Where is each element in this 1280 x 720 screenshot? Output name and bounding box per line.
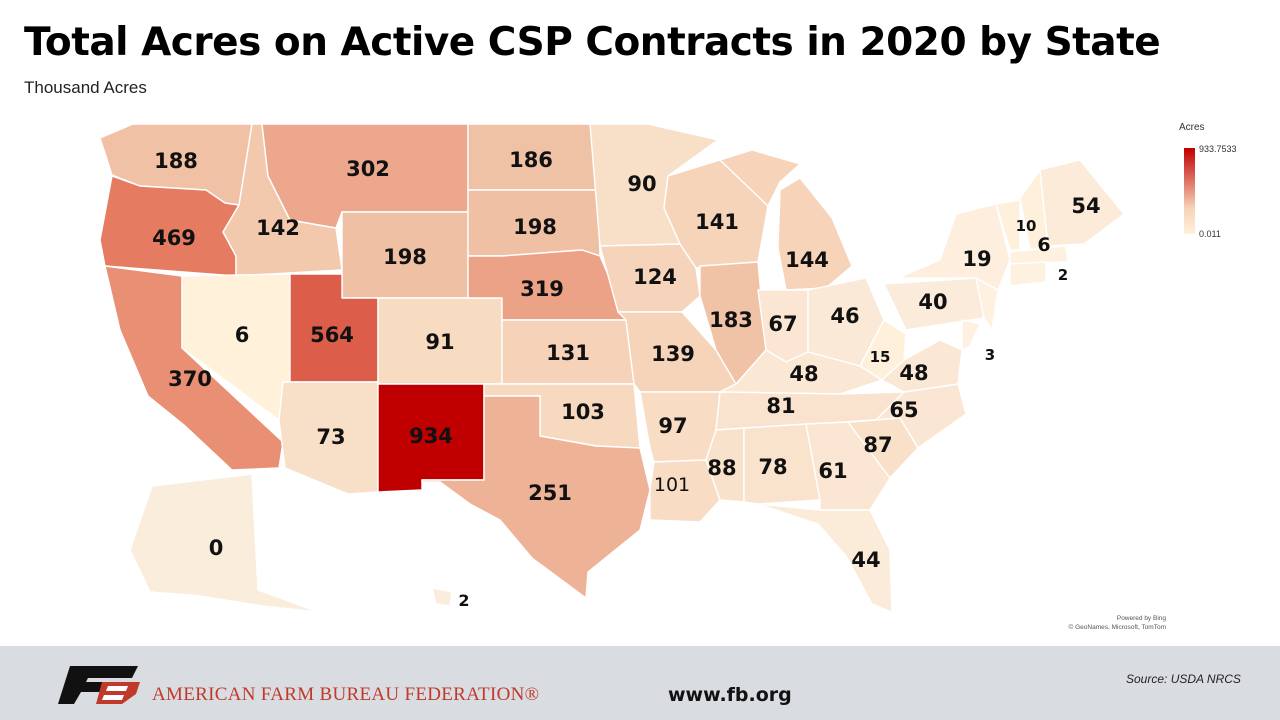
label-mi: 144 [785, 248, 829, 272]
label-ms: 88 [707, 456, 736, 480]
state-me[interactable] [1039, 159, 1125, 247]
label-ak: 0 [209, 536, 224, 560]
org-name: AMERICAN FARM BUREAU FEDERATION® [152, 684, 540, 705]
label-ca: 370 [168, 367, 212, 391]
label-hi: 2 [458, 591, 469, 610]
label-wv: 15 [870, 348, 891, 366]
label-ia: 124 [633, 265, 677, 289]
label-nv: 6 [235, 323, 250, 347]
label-ny: 19 [962, 247, 991, 271]
label-al: 78 [758, 455, 787, 479]
state-fl[interactable] [757, 503, 893, 613]
label-ut: 564 [310, 323, 354, 347]
state-tx[interactable] [421, 395, 651, 599]
label-mo: 139 [651, 342, 695, 366]
state-hi[interactable] [431, 587, 453, 607]
label-ct: 2 [1058, 266, 1068, 284]
state-vt[interactable] [995, 199, 1021, 251]
state-de[interactable] [961, 319, 981, 351]
label-az: 73 [316, 425, 345, 449]
map-credit-attribution: © GeoNames, Microsoft, TomTom [1068, 624, 1167, 631]
map-credit-powered: Powered by Bing [1116, 615, 1166, 622]
label-sd: 198 [513, 215, 557, 239]
state-ny[interactable] [897, 203, 1011, 291]
label-de: 3 [985, 346, 995, 364]
legend-min-value: 0.011 [1199, 229, 1221, 239]
state-wv[interactable] [859, 319, 907, 381]
state-ak[interactable] [129, 473, 319, 613]
label-ky: 48 [789, 362, 818, 386]
label-nm: 934 [409, 424, 453, 448]
label-ar: 97 [658, 414, 687, 438]
label-nh: 6 [1037, 234, 1050, 256]
state-al[interactable] [743, 423, 821, 505]
label-fl: 44 [851, 548, 880, 572]
label-ok: 103 [561, 400, 605, 424]
chart-title: Total Acres on Active CSP Contracts in 2… [24, 20, 1161, 65]
fb-logo-icon [58, 666, 140, 704]
label-wa: 188 [154, 149, 198, 173]
state-ma[interactable] [1009, 245, 1069, 265]
label-va: 48 [899, 361, 928, 385]
footer-bar [0, 646, 1280, 720]
label-nc: 65 [889, 398, 918, 422]
label-wy: 198 [383, 245, 427, 269]
label-co: 91 [425, 330, 454, 354]
label-id: 142 [256, 216, 300, 240]
state-nj[interactable] [975, 277, 999, 331]
label-nd: 186 [509, 148, 553, 172]
map-credit: Powered by Bing © GeoNames, Microsoft, T… [1069, 614, 1167, 632]
state-ct[interactable] [1009, 261, 1047, 287]
label-wi: 141 [695, 210, 739, 234]
legend-color-scale [1184, 148, 1195, 234]
source-note: Source: USDA NRCS [1126, 672, 1241, 686]
state-ms[interactable] [705, 427, 745, 503]
label-mt: 302 [346, 157, 390, 181]
label-mn: 90 [627, 172, 656, 196]
label-ks: 131 [546, 341, 590, 365]
legend-max-value: 933.7533 [1199, 144, 1237, 154]
label-oh: 46 [830, 304, 859, 328]
chart-subtitle: Thousand Acres [24, 78, 147, 97]
label-vt: 10 [1016, 217, 1037, 235]
us-choropleth-map: 188 469 370 142 6 302 198 564 73 91 934 … [99, 123, 1125, 613]
label-sc: 87 [863, 433, 892, 457]
label-or: 469 [152, 226, 196, 250]
label-ga: 61 [818, 459, 847, 483]
label-ne: 319 [520, 277, 564, 301]
label-tn: 81 [766, 394, 795, 418]
label-pa: 40 [918, 290, 947, 314]
legend-title: Acres [1179, 122, 1205, 133]
label-il: 183 [709, 308, 753, 332]
state-mi-up[interactable] [719, 149, 801, 207]
label-me: 54 [1071, 194, 1100, 218]
label-tx: 251 [528, 481, 572, 505]
label-in: 67 [768, 312, 797, 336]
label-la: 101 [654, 474, 690, 496]
website-link[interactable]: www.fb.org [668, 684, 792, 706]
state-mi[interactable] [777, 177, 853, 291]
